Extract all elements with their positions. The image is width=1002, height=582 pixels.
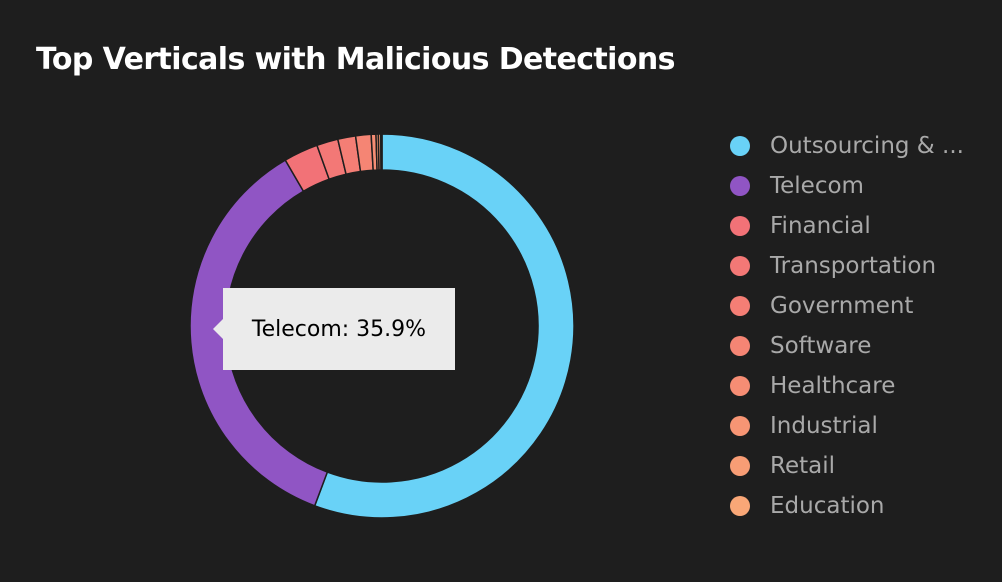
donut-slices	[189, 133, 575, 519]
donut-slice-outsourcing[interactable]	[313, 133, 575, 519]
legend-item[interactable]: Transportation	[730, 246, 990, 286]
legend-label: Transportation	[770, 253, 937, 279]
legend-swatch	[730, 336, 750, 356]
legend-label: Retail	[770, 453, 835, 479]
legend-label: Financial	[770, 213, 871, 239]
legend-swatch	[730, 136, 750, 156]
donut-slice-education[interactable]	[380, 133, 383, 171]
legend-item[interactable]: Government	[730, 286, 990, 326]
legend-swatch	[730, 496, 750, 516]
chart-title: Top Verticals with Malicious Detections	[36, 42, 675, 77]
legend-item[interactable]: Financial	[730, 206, 990, 246]
chart-legend: Outsourcing & ... Telecom Financial Transpo…	[730, 126, 990, 526]
legend-label: Education	[770, 493, 885, 519]
legend-label: Healthcare	[770, 373, 896, 399]
legend-swatch	[730, 416, 750, 436]
legend-swatch	[730, 456, 750, 476]
legend-label: Telecom	[770, 173, 864, 199]
legend-label: Outsourcing & ...	[770, 133, 964, 159]
tooltip-arrow	[213, 319, 223, 339]
legend-swatch	[730, 176, 750, 196]
legend-label: Software	[770, 333, 872, 359]
legend-swatch	[730, 216, 750, 236]
legend-item[interactable]: Telecom	[730, 166, 990, 206]
legend-label: Industrial	[770, 413, 878, 439]
legend-item[interactable]: Software	[730, 326, 990, 366]
chart-tooltip: Telecom: 35.9%	[223, 288, 455, 370]
legend-item[interactable]: Healthcare	[730, 366, 990, 406]
legend-item[interactable]: Outsourcing & ...	[730, 126, 990, 166]
legend-swatch	[730, 296, 750, 316]
legend-item[interactable]: Retail	[730, 446, 990, 486]
legend-swatch	[730, 256, 750, 276]
legend-swatch	[730, 376, 750, 396]
legend-item[interactable]: Industrial	[730, 406, 990, 446]
legend-item[interactable]: Education	[730, 486, 990, 526]
legend-label: Government	[770, 293, 914, 319]
